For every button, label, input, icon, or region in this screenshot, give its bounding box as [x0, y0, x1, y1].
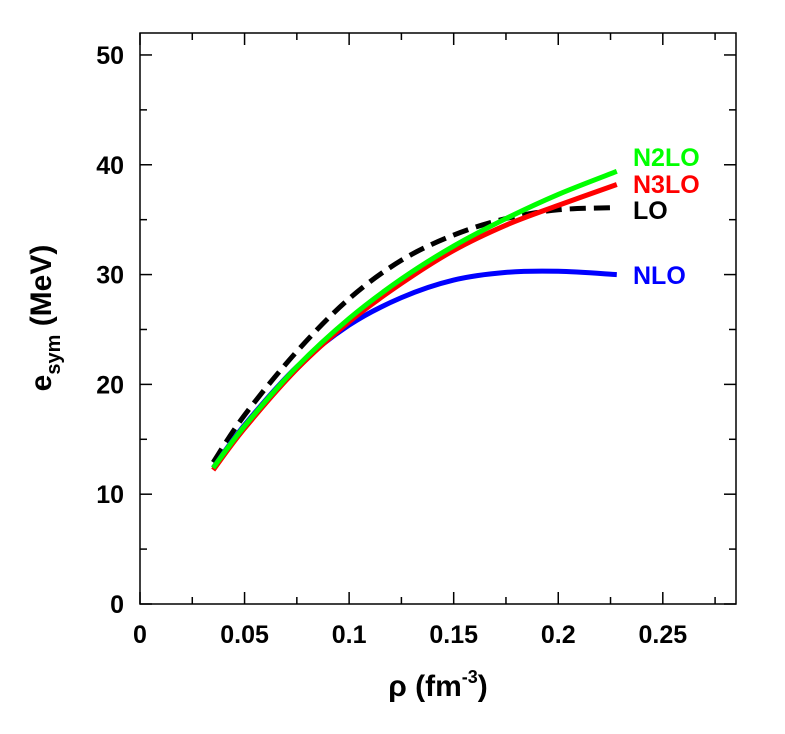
series-label-lo: LO [633, 197, 668, 225]
x-tick-label: 0 [133, 621, 147, 649]
x-tick-label: 0.15 [429, 621, 478, 649]
series-label-n3lo: N3LO [633, 171, 700, 199]
y-tick-label: 40 [96, 152, 124, 180]
series-label-n2lo: N2LO [633, 144, 700, 172]
y-tick-label: 10 [96, 481, 124, 509]
x-axis-title: ρ (fm-3) [388, 667, 488, 703]
series-line-nlo [211, 268, 617, 470]
x-tick-label: 0.05 [220, 621, 269, 649]
y-tick-label: 30 [96, 262, 124, 290]
series-line-n2lo [211, 169, 618, 470]
x-tick-label: 0.1 [332, 621, 367, 649]
axis-ticks [139, 33, 736, 605]
y-axis-title: esym (MeV) [25, 245, 65, 392]
y-tick-label: 0 [110, 591, 124, 619]
series-line-n3lo [211, 182, 618, 472]
x-tick-label: 0.25 [638, 621, 687, 649]
series-label-nlo: NLO [633, 262, 686, 290]
axis-tick-labels: 0 0.05 0.1 0.15 0.2 0.25 0 10 20 30 40 50 [96, 42, 687, 649]
y-tick-label: 20 [96, 371, 124, 399]
x-tick-label: 0.2 [541, 621, 576, 649]
series-line-lo [211, 205, 617, 464]
plot-frame [139, 32, 737, 605]
series-lines [211, 169, 618, 472]
y-tick-label: 50 [96, 42, 124, 70]
